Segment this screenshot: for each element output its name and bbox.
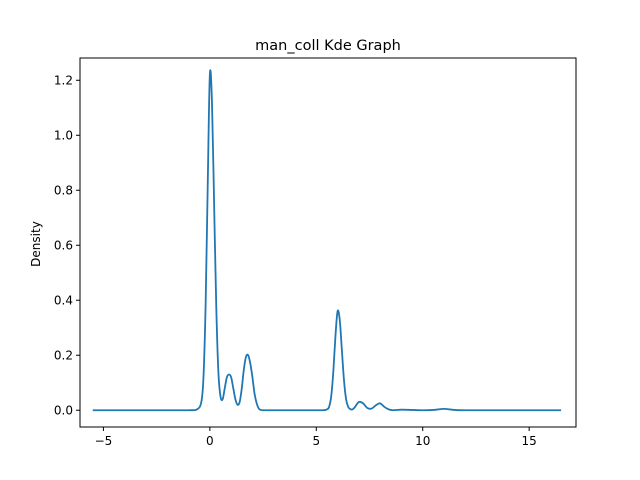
x-tick-label: 15 xyxy=(522,434,537,448)
y-tick-label: 1.2 xyxy=(54,74,73,88)
x-tick-label: −5 xyxy=(95,434,113,448)
y-axis-ticks: 0.0 0.2 0.4 0.6 0.8 1.0 1.2 xyxy=(54,74,80,418)
chart-title: man_coll Kde Graph xyxy=(255,38,401,54)
y-tick-label: 1.0 xyxy=(54,129,73,143)
y-tick-label: 0.0 xyxy=(54,404,73,418)
x-axis-ticks: −5 0 5 10 15 xyxy=(95,427,537,448)
plot-lines xyxy=(92,69,562,412)
plot-frame xyxy=(79,57,577,428)
y-tick-label: 0.8 xyxy=(54,184,73,198)
y-tick-label: 0.6 xyxy=(54,239,73,253)
y-axis-label: Density xyxy=(29,221,43,267)
x-tick-label: 10 xyxy=(415,434,430,448)
x-tick-label: 5 xyxy=(312,434,320,448)
y-tick-label: 0.2 xyxy=(54,349,73,363)
y-tick-label: 0.4 xyxy=(54,294,73,308)
x-tick-label: 0 xyxy=(206,434,214,448)
kde-density-line xyxy=(92,69,562,412)
